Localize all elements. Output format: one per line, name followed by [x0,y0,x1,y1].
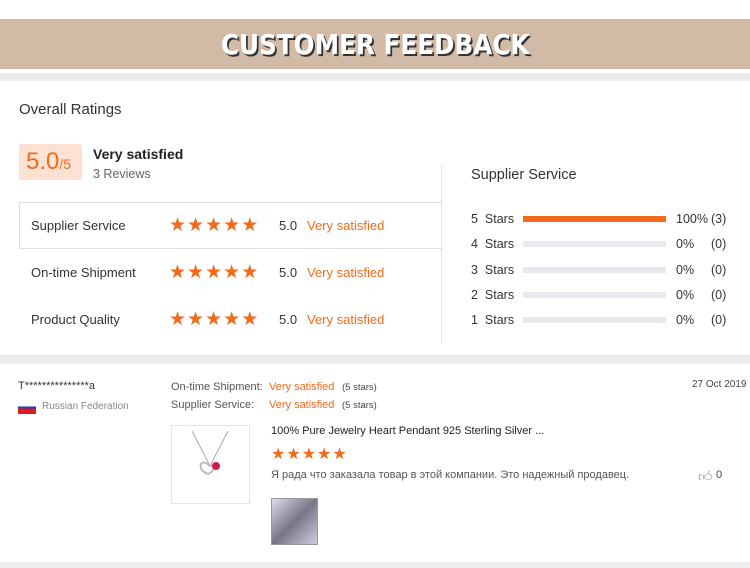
bar-track [523,266,666,273]
star-bar-row: 5 Stars 100% (3) [471,212,726,226]
service-stars: (5 stars) [342,400,377,411]
service-value: Very satisfied [269,399,335,411]
reviewer-name: T***************a [18,380,96,392]
star-icon: ★ [271,446,286,463]
star-icon: ★ [223,262,241,283]
divider [441,165,442,343]
bar-label: 5 Stars [471,212,515,226]
bar-percent: 0% [676,313,695,328]
review-date: 27 Oct 2019 [692,379,747,390]
rating-row[interactable]: Product Quality ★ ★ ★ ★ ★ 5.0 Very satisfied [19,296,442,343]
bar-count: (3) [711,212,727,226]
rating-value: 5.0 [279,265,298,280]
rating-row[interactable]: Supplier Service ★ ★ ★ ★ ★ 5.0 Very satisfie… [19,202,442,249]
bar-label: 1 Stars [471,313,515,328]
bar-label: 4 Stars [471,237,515,252]
bar-count: (0) [711,237,727,252]
star-icon: ★ [317,446,332,463]
score-max: /5 [59,156,72,172]
star-icon: ★ [169,215,187,236]
rating-label: Product Quality [31,312,120,327]
star-icon: ★ [187,309,205,330]
overall-heading: Overall Ratings [19,101,122,118]
bar-label: 2 Stars [471,287,515,302]
banner: CUSTOMER FEEDBACK [0,19,750,69]
star-icon: ★ [241,262,259,283]
bar-fill [523,216,666,222]
bar-count: (0) [711,287,727,302]
russia-flag-icon [18,403,36,414]
bar-percent: 0% [676,237,695,252]
star-icon: ★ [241,215,259,236]
selected-row-outline [19,202,442,249]
banner-title: CUSTOMER FEEDBACK [220,27,530,61]
bar-track [523,241,666,248]
shipment-value: Very satisfied [269,381,335,393]
bar-count: (0) [711,313,727,328]
star-icon: ★ [332,446,347,463]
product-title[interactable]: 100% Pure Jewelry Heart Pendant 925 Ster… [271,425,545,437]
star-icon: ★ [187,262,205,283]
star-bar-row: 4 Stars 0% (0) [471,237,726,251]
reviewer-country: Russian Federation [42,401,129,412]
rating-label: On-time Shipment [31,265,136,280]
shipment-stars: (5 stars) [342,382,377,393]
like-count: 0 [716,469,723,481]
bar-percent: 0% [676,262,695,277]
rating-label: Supplier Service [31,218,126,233]
star-icon: ★ [223,215,241,236]
rating-text: Very satisfied [307,265,385,280]
bar-track [523,216,666,222]
star-icon: ★ [205,309,223,330]
bar-count: (0) [711,262,727,277]
star-rating: ★ ★ ★ ★ ★ [169,308,279,331]
bar-percent: 0% [676,287,695,302]
star-icon: ★ [205,262,223,283]
overall-label: Very satisfied [93,146,184,162]
divider [0,73,750,81]
review-stars: ★ ★ ★ ★ ★ [271,444,381,464]
star-bar-row: 3 Stars 0% (0) [471,263,726,277]
star-icon: ★ [205,215,223,236]
score: 5.0 [26,148,60,175]
divider [0,355,750,364]
product-thumbnail[interactable] [171,425,250,504]
divider [0,562,750,568]
rating-row[interactable]: On-time Shipment ★ ★ ★ ★ ★ 5.0 Very satisfie… [19,249,442,296]
bar-label: 3 Stars [471,262,515,277]
star-icon: ★ [169,262,187,283]
score-badge: 5.0/5 [19,144,82,180]
bar-track [523,291,666,298]
star-bar-row: 2 Stars 0% (0) [471,288,726,302]
star-bar-row: 1 Stars 0% (0) [471,313,726,327]
bar-track [523,317,666,324]
rating-value: 5.0 [279,218,298,233]
star-rating: ★ ★ ★ ★ ★ [169,261,279,284]
star-rating: ★ ★ ★ ★ ★ [169,214,279,237]
thumbs-up-icon[interactable]: 👍︎ [698,468,713,484]
review-count: 3 Reviews [93,167,151,181]
review-photo-ring[interactable] [271,498,318,545]
breakdown-title: Supplier Service [471,167,577,183]
shipment-label: On-time Shipment: [171,381,263,393]
rating-text: Very satisfied [307,312,385,327]
rating-text: Very satisfied [307,218,385,233]
star-icon: ★ [286,446,301,463]
star-icon: ★ [301,446,317,463]
star-icon: ★ [169,309,187,330]
star-icon: ★ [223,309,241,330]
star-icon: ★ [187,215,205,236]
necklace-image [191,430,229,476]
star-icon: ★ [241,309,259,330]
review-text: Я рада что заказала товар в этой компани… [271,469,630,481]
rating-value: 5.0 [279,312,298,327]
bar-percent: 100% [676,212,708,226]
service-label: Supplier Service: [171,399,255,411]
